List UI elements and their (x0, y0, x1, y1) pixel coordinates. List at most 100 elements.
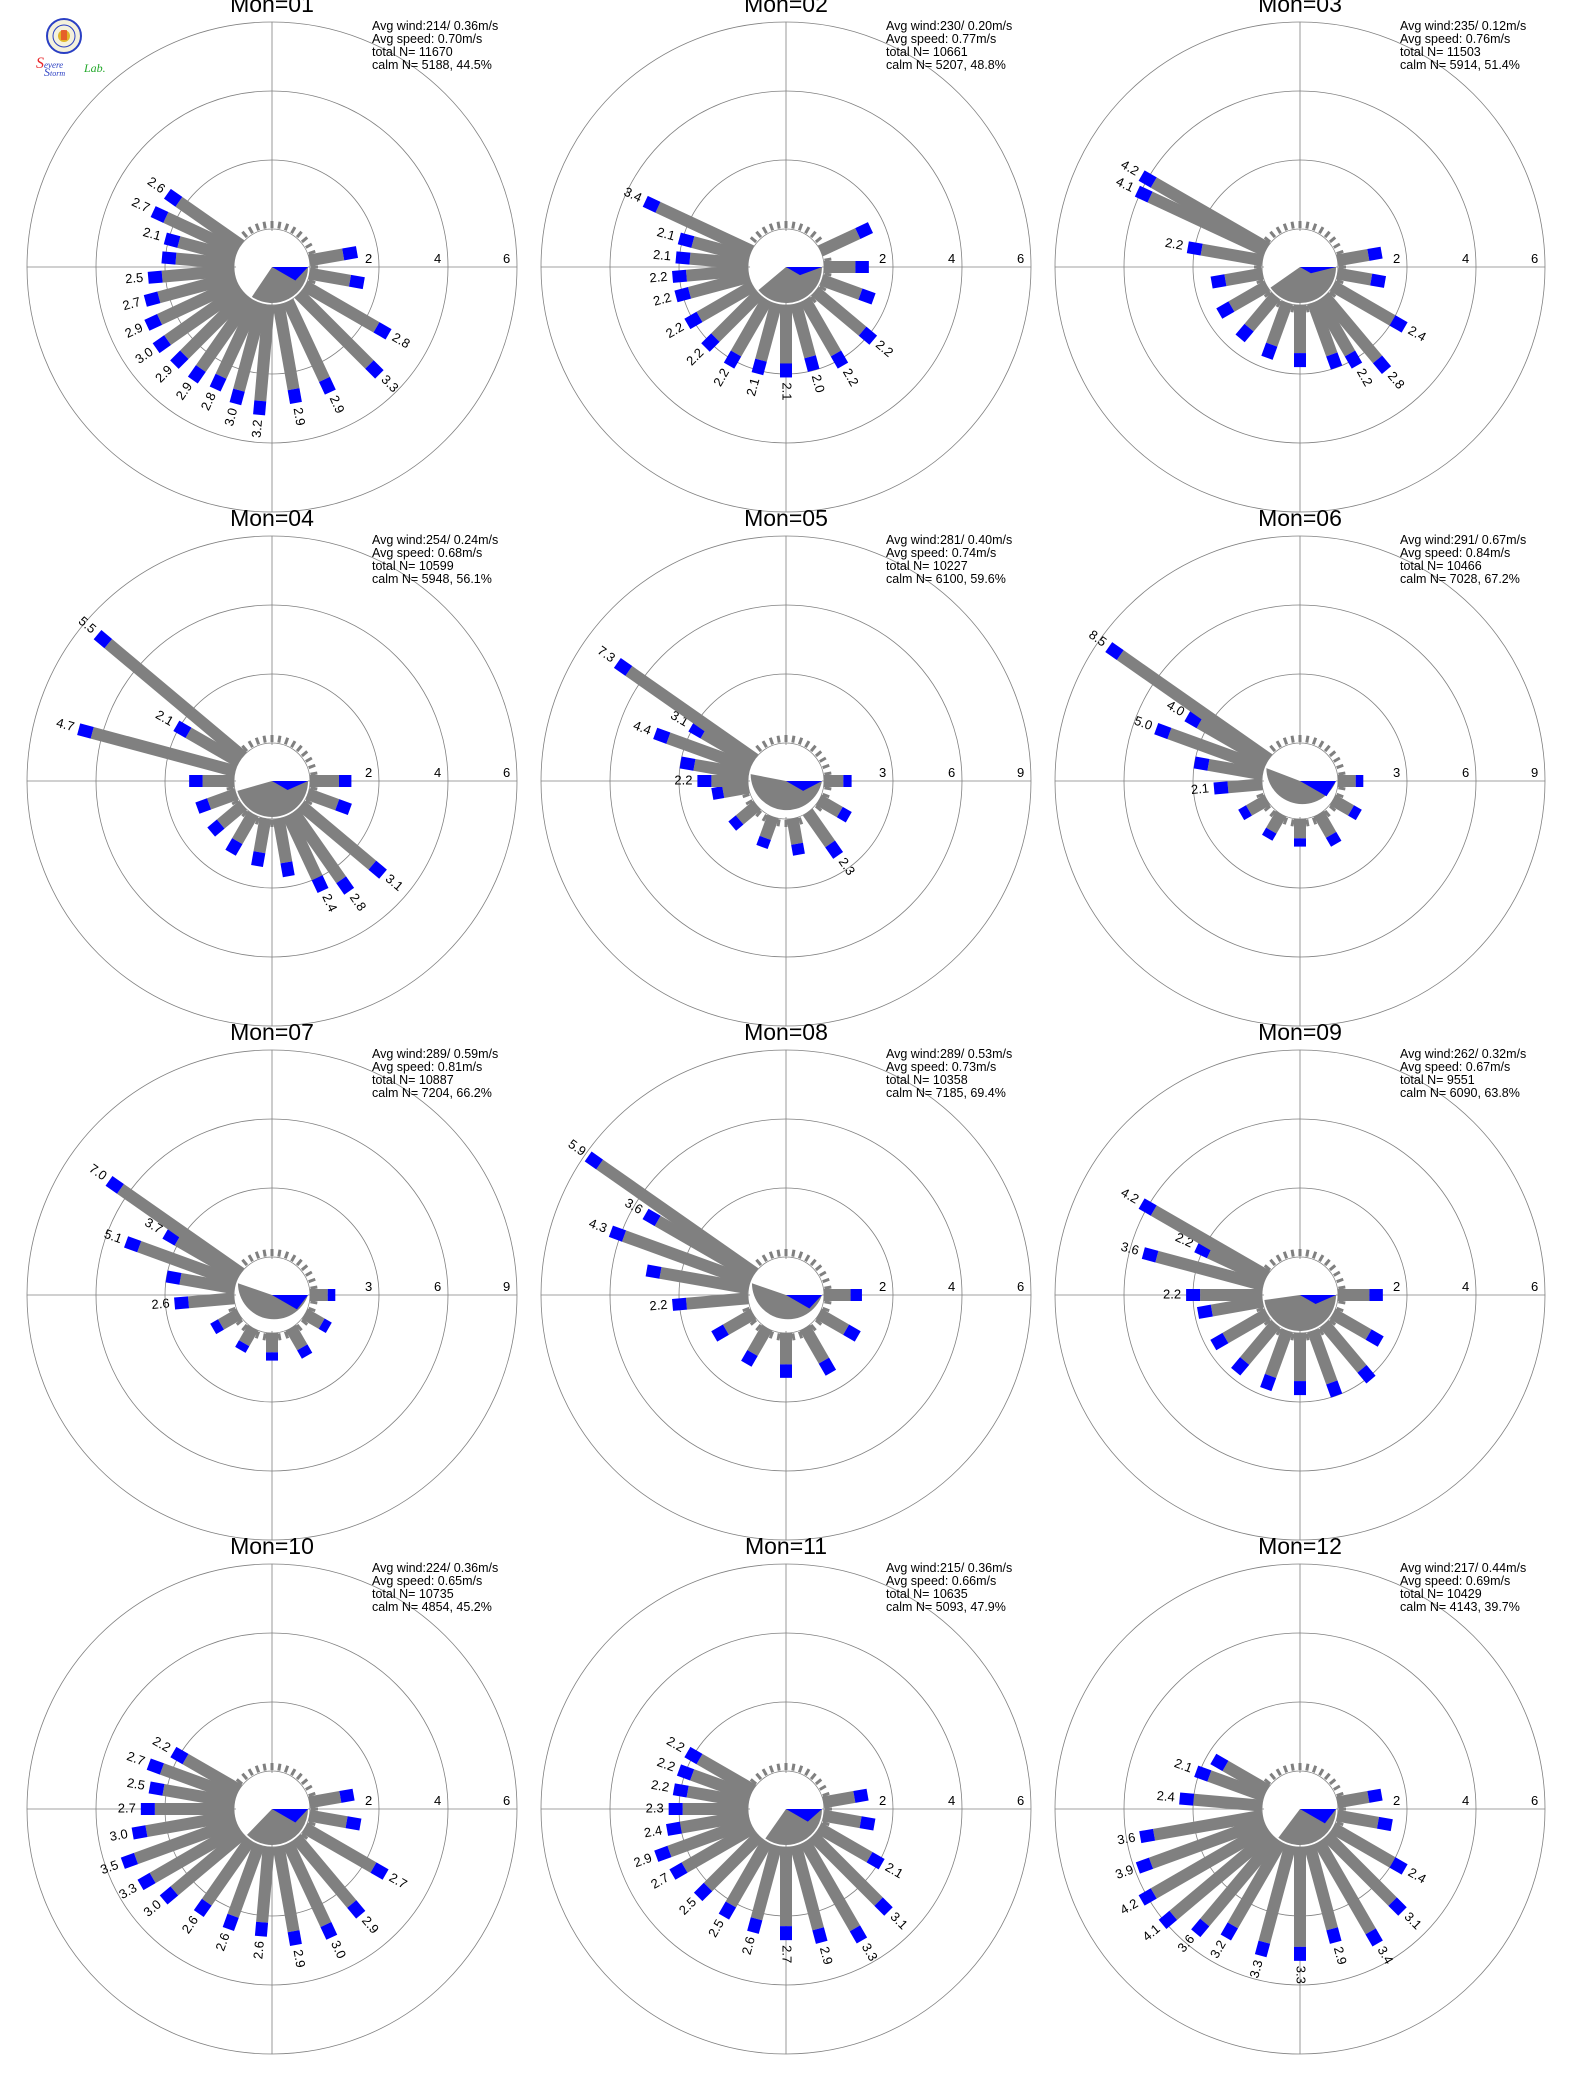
minor-bar (824, 1285, 832, 1290)
minor-bar (1282, 223, 1289, 231)
bar-calm-segment (747, 1324, 773, 1357)
panel-title: Mon=01 (230, 0, 314, 17)
minor-bar (797, 817, 804, 825)
minor-bar (262, 221, 267, 229)
bar-calm-segment (227, 1842, 265, 1918)
wind-rose-panel: Mon=102 4 62.72.93.02.92.62.62.63.03.33.53… (26, 1533, 518, 2055)
bar-value-label: 2.7 (648, 1870, 671, 1892)
minor-bar (824, 257, 832, 262)
bar-value-label: 2.5 (125, 270, 144, 287)
minor-bar (308, 763, 316, 770)
ring-label: 9 (1531, 765, 1538, 780)
bar-calm-segment (1313, 1838, 1376, 1935)
minor-bar (241, 1772, 249, 1781)
bar-speed-segment (1254, 1940, 1271, 1958)
panel-title: Mon=10 (230, 1533, 314, 1559)
minor-bar (1275, 300, 1282, 308)
bar-calm-segment (117, 1183, 245, 1279)
bar-speed-segment (311, 875, 329, 894)
bar-value-label: 2.9 (817, 1945, 836, 1966)
bar-speed-segment (137, 1872, 156, 1891)
mean-wind-vector (786, 1809, 822, 1822)
minor-bar (742, 1306, 750, 1313)
minor-bar (1290, 735, 1295, 743)
minor-bar (1275, 1328, 1282, 1336)
bar-calm-segment (179, 1272, 236, 1295)
minor-bar (305, 242, 313, 249)
bar-speed-segment (297, 1344, 313, 1359)
minor-bar (814, 804, 823, 812)
bar-speed-segment (1194, 1765, 1212, 1782)
bar-speed-segment (368, 860, 387, 879)
bar-speed-segment (1158, 1910, 1178, 1929)
bar-speed-segment (684, 1746, 703, 1765)
mean-wind-vector (1300, 1809, 1336, 1824)
bar-calm-segment (1264, 1328, 1293, 1378)
bar-speed-segment (1231, 1357, 1250, 1376)
bar-calm-segment (808, 1831, 883, 1906)
bar-speed-segment (163, 188, 183, 207)
bar-calm-segment (686, 1785, 750, 1809)
minor-bar (1305, 735, 1310, 743)
bar-speed-segment (1235, 323, 1254, 343)
minor-bar (254, 1765, 261, 1773)
bar-calm-segment (750, 1844, 782, 1921)
bar-value-label: 2.2 (683, 345, 706, 368)
bar-speed-segment (144, 313, 163, 331)
bar-value-label: 2.2 (840, 366, 862, 389)
bar-calm-segment (272, 1845, 300, 1933)
panel-title: Mon=08 (744, 1019, 828, 1045)
minor-bar (1282, 817, 1289, 825)
bar-speed-segment (642, 1208, 661, 1227)
minor-bar (283, 1765, 290, 1773)
minor-bar (1311, 737, 1318, 745)
bar-speed-segment (825, 840, 844, 859)
stat-line: Avg speed: 0.73m/s (886, 1060, 996, 1074)
bar-value-label: 3.2 (1207, 1938, 1229, 1961)
minor-bar (1290, 819, 1295, 827)
minor-bar (761, 814, 768, 822)
mean-wind-vector (786, 1295, 822, 1309)
bar-speed-segment (77, 723, 94, 739)
ring-label: 3 (879, 765, 886, 780)
bar-calm-segment (308, 1809, 348, 1829)
minor-bar (308, 1820, 316, 1827)
bar-value-label: 2.5 (676, 1894, 699, 1917)
panel-title: Mon=03 (1258, 0, 1342, 17)
stat-line: Avg speed: 0.74m/s (886, 546, 996, 560)
stat-line: Avg wind:291/ 0.67m/s (1400, 533, 1526, 547)
minor-bar (1311, 1765, 1318, 1773)
minor-bar (277, 735, 282, 743)
bar-speed-segment (1260, 1373, 1277, 1392)
ring-label: 2 (879, 1793, 886, 1808)
bar-calm-segment (1319, 1320, 1367, 1373)
bar-value-label: 3.3 (116, 1880, 139, 1902)
minor-bar (1263, 1318, 1272, 1326)
bar-speed-segment (859, 1816, 876, 1831)
bar-calm-segment (1322, 1831, 1397, 1906)
bar-speed-segment (365, 360, 384, 379)
ring-label: 6 (1531, 1279, 1538, 1294)
bar-calm-segment (790, 1844, 824, 1931)
bar-calm-segment (1116, 650, 1273, 765)
ring-label: 4 (1462, 251, 1469, 266)
bar-speed-segment (1367, 1788, 1383, 1803)
bar-calm-segment (685, 1292, 749, 1310)
minor-bar (824, 786, 832, 791)
bar-value-label: 2.3 (646, 1800, 664, 1815)
bar-value-label: 2.8 (390, 329, 413, 351)
minor-bar (1336, 1277, 1344, 1284)
bar-value-label: 4.4 (631, 717, 653, 737)
bar-value-label: 2.2 (664, 1733, 687, 1755)
stat-line: total N= 10661 (886, 45, 968, 59)
minor-bar (768, 1251, 775, 1259)
minor-bar (1275, 1254, 1282, 1262)
bar-calm-segment (285, 1324, 308, 1351)
bar-calm-segment (735, 800, 761, 825)
minor-bar (1328, 1264, 1337, 1272)
bar-speed-segment (253, 400, 267, 416)
minor-bar (305, 799, 313, 806)
bar-calm-segment (215, 298, 262, 379)
ring-label: 9 (1017, 765, 1024, 780)
bar-value-label: 2.2 (649, 269, 668, 286)
